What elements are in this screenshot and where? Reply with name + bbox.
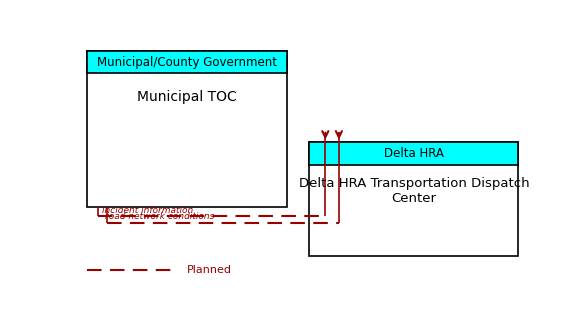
Text: Municipal/County Government: Municipal/County Government [97,56,277,68]
Text: incident information: incident information [102,205,193,214]
Text: Delta HRA: Delta HRA [384,147,444,160]
FancyBboxPatch shape [309,142,519,256]
Text: road network conditions: road network conditions [105,212,214,221]
FancyBboxPatch shape [87,51,287,207]
Text: Delta HRA Transportation Dispatch
Center: Delta HRA Transportation Dispatch Center [298,177,529,205]
FancyBboxPatch shape [87,51,287,73]
Text: Planned: Planned [187,265,232,275]
FancyBboxPatch shape [309,142,519,165]
Text: Municipal TOC: Municipal TOC [137,91,237,104]
